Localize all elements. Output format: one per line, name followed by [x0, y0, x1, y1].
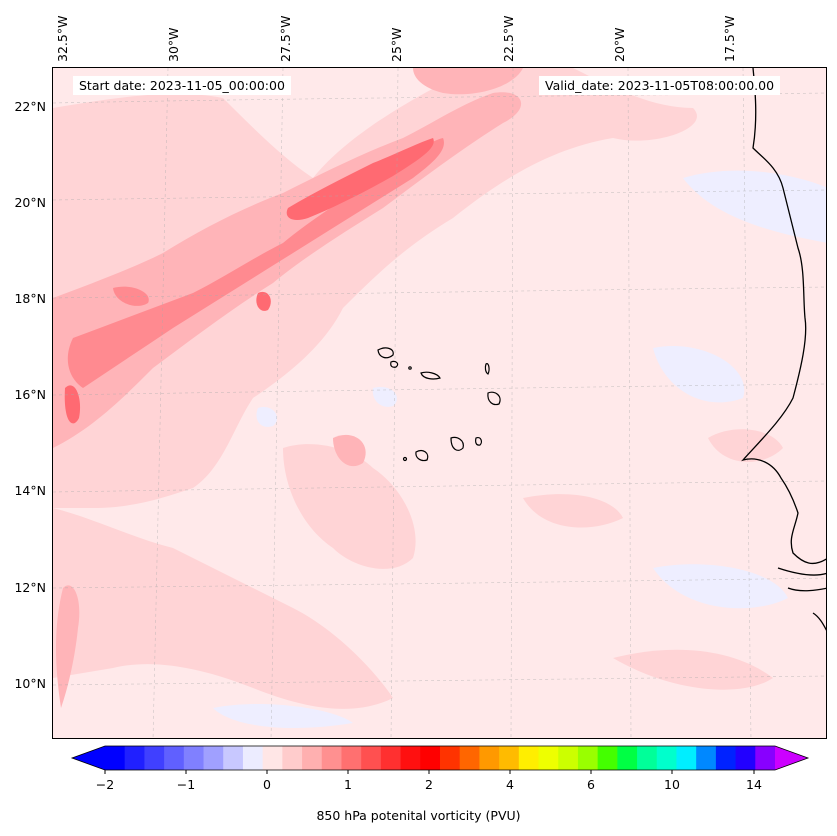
colorbar-segment	[459, 746, 480, 770]
lat-label: 18°N	[14, 291, 46, 306]
lat-label: 12°N	[14, 580, 46, 595]
islands	[377, 347, 501, 462]
colorbar-segment	[715, 746, 737, 770]
colorbar-tick-label: 2	[425, 777, 433, 792]
colorbar-segment	[321, 746, 342, 770]
colorbar-over-arrow	[775, 746, 808, 770]
colorbar-segment	[656, 746, 677, 770]
colorbar-segment	[597, 746, 618, 770]
colorbar-label: 850 hPa potenital vorticity (PVU)	[316, 808, 521, 823]
colorbar-segment	[183, 746, 205, 770]
lat-label: 20°N	[14, 195, 46, 210]
colorbar-tick-label: 1	[344, 777, 352, 792]
colorbar-segment	[361, 746, 382, 770]
colorbar-segment	[577, 746, 599, 770]
colorbar-segment	[262, 746, 283, 770]
lat-label: 14°N	[14, 483, 46, 498]
colorbar-segment	[203, 746, 224, 770]
colorbar-segment	[282, 746, 303, 770]
strong-pink-regions	[67, 138, 444, 388]
colorbar-tick-label: 0	[263, 777, 271, 792]
colorbar-segment	[223, 746, 244, 770]
gridlines	[53, 68, 826, 738]
colorbar-segment	[164, 746, 185, 770]
lat-label: 22°N	[14, 99, 46, 114]
colorbar-segment	[479, 746, 500, 770]
colorbar-segment	[420, 746, 441, 770]
colorbar-segment	[617, 746, 638, 770]
colorbar-segment	[676, 746, 697, 770]
colorbar-tick-label: −1	[177, 777, 195, 792]
colorbar-tick-label: −2	[96, 777, 114, 792]
colorbar-segment	[755, 746, 776, 770]
colorbar-segment	[538, 746, 559, 770]
colorbar-under-arrow	[72, 746, 105, 770]
light-pink-regions	[53, 68, 783, 709]
colorbar-segment	[558, 746, 579, 770]
colorbar-tick-label: 6	[587, 777, 595, 792]
pv-contour-map	[53, 68, 826, 738]
colorbar-segment	[400, 746, 421, 770]
colorbar-segment	[242, 746, 264, 770]
colorbar-segment	[302, 746, 323, 770]
colorbar-segment	[144, 746, 165, 770]
colorbar-segment	[105, 746, 126, 770]
colorbar-segment	[735, 746, 756, 770]
coastline	[741, 68, 826, 631]
colorbar-tick-label: 4	[506, 777, 514, 792]
colorbar-segment	[518, 746, 540, 770]
colorbar-segment	[341, 746, 362, 770]
colorbar-segment	[124, 746, 145, 770]
colorbar-segment	[696, 746, 717, 770]
start-date-annotation: Start date: 2023-11-05_00:00:00	[73, 76, 291, 95]
colorbar-segment	[440, 746, 461, 770]
colorbar-segment	[380, 746, 402, 770]
valid-date-annotation: Valid_date: 2023-11-05T08:00:00.00	[539, 76, 781, 95]
lat-label: 10°N	[14, 676, 46, 691]
colorbar-segment	[499, 746, 520, 770]
lat-label: 16°N	[14, 387, 46, 402]
colorbar: −2 −1 0 1 2 4 6 10 14	[70, 745, 810, 792]
colorbar-segment	[637, 746, 658, 770]
colorbar-tick-label: 10	[664, 777, 680, 792]
map-panel	[52, 67, 827, 739]
colorbar-tick-label: 14	[746, 777, 762, 792]
